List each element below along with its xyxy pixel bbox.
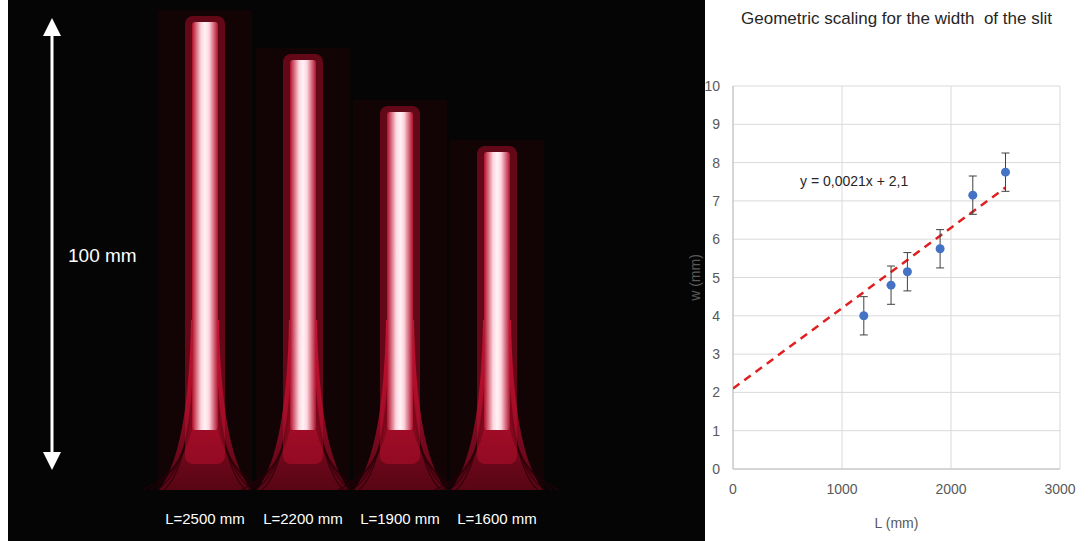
chart-title: Geometric scaling for the width of the s… bbox=[741, 9, 1052, 28]
panel-ground bbox=[353, 100, 447, 490]
beam-core bbox=[290, 60, 316, 430]
panel-ground bbox=[158, 10, 252, 490]
panel-label: L=1600 mm bbox=[457, 510, 537, 527]
error-cap bbox=[903, 252, 911, 253]
arrow-head bbox=[43, 452, 61, 470]
grid-line bbox=[842, 86, 843, 469]
error-bar bbox=[903, 253, 911, 291]
grid-line bbox=[951, 86, 952, 469]
grid-line bbox=[733, 239, 1060, 240]
grid-line bbox=[733, 430, 1060, 431]
photo-panel: L=2200 mm bbox=[241, 48, 365, 527]
y-tick-label: 2 bbox=[712, 384, 720, 400]
beam-glow bbox=[477, 146, 517, 464]
photo-panel: L=1900 mm bbox=[338, 100, 462, 527]
y-axis-title: w (mm) bbox=[687, 254, 703, 302]
data-point bbox=[903, 267, 912, 276]
title-line: Geometric scaling for the width of the s… bbox=[741, 9, 1052, 28]
grid-line bbox=[733, 162, 1060, 163]
x-tick-label: 1000 bbox=[826, 481, 857, 497]
y-tick-label: 0 bbox=[712, 461, 720, 477]
trendline-label: y = 0,0021x + 2,1 bbox=[800, 173, 908, 189]
plot-marks bbox=[733, 153, 1010, 389]
error-bar bbox=[1002, 153, 1010, 191]
error-bar bbox=[969, 176, 977, 214]
panel-ground bbox=[256, 48, 350, 490]
grid-line bbox=[733, 277, 1060, 278]
error-cap bbox=[969, 176, 977, 177]
error-cap bbox=[887, 304, 895, 305]
x-tick-label: 3000 bbox=[1044, 481, 1075, 497]
y-tick-label: 8 bbox=[712, 155, 720, 171]
y-tick-label: 10 bbox=[704, 78, 720, 94]
y-tick-label: 1 bbox=[712, 423, 720, 439]
data-point bbox=[887, 281, 896, 290]
y-tick-label: 3 bbox=[712, 346, 720, 362]
data-point bbox=[936, 244, 945, 253]
data-point bbox=[1001, 168, 1010, 177]
x-axis-title: L (mm) bbox=[875, 515, 919, 531]
error-bar bbox=[887, 266, 895, 304]
error-cap bbox=[860, 334, 868, 335]
grid-line bbox=[733, 86, 1060, 87]
beam-glow bbox=[380, 106, 420, 464]
grid-line bbox=[733, 392, 1060, 393]
photo-panel: L=2500 mm bbox=[143, 10, 267, 527]
y-tick-label: 7 bbox=[712, 193, 720, 209]
grid-line bbox=[733, 315, 1060, 316]
figure: L=2500 mm L=2200 mm L=1900 mm L=1600 mm 100 … bbox=[0, 0, 1091, 541]
panel-label: L=2200 mm bbox=[263, 510, 343, 527]
panel-ground bbox=[450, 140, 544, 490]
error-bar bbox=[936, 230, 944, 268]
error-bar bbox=[860, 297, 868, 335]
error-cap bbox=[1002, 153, 1010, 154]
y-tick-label: 6 bbox=[712, 231, 720, 247]
y-tick-label: 5 bbox=[712, 270, 720, 286]
error-cap bbox=[936, 229, 944, 230]
data-point bbox=[859, 311, 868, 320]
beam-glow bbox=[283, 54, 323, 464]
grid-line bbox=[733, 124, 1060, 125]
trendline bbox=[733, 187, 1006, 388]
x-tick-label: 0 bbox=[729, 481, 737, 497]
beam-core bbox=[192, 22, 218, 430]
beam-core bbox=[387, 112, 413, 430]
grid-line bbox=[1060, 86, 1061, 469]
beam-glow bbox=[185, 16, 225, 464]
photo-panel: L=1600 mm bbox=[435, 140, 559, 527]
panel-label: L=1900 mm bbox=[360, 510, 440, 527]
panel-label: L=2500 mm bbox=[165, 510, 245, 527]
data-point bbox=[968, 191, 977, 200]
grid-line bbox=[733, 86, 734, 469]
error-cap bbox=[903, 290, 911, 291]
x-tick-label: 2000 bbox=[935, 481, 966, 497]
y-tick-label: 9 bbox=[712, 116, 720, 132]
grid-line bbox=[733, 469, 1060, 470]
beam-core bbox=[484, 152, 510, 430]
grid-line bbox=[733, 200, 1060, 201]
error-cap bbox=[1002, 191, 1010, 192]
y-axis bbox=[733, 86, 734, 469]
scale-label: 100 mm bbox=[68, 245, 137, 266]
scale-arrow bbox=[51, 32, 54, 456]
error-cap bbox=[969, 214, 977, 215]
error-cap bbox=[936, 267, 944, 268]
error-cap bbox=[860, 296, 868, 297]
photo-background bbox=[8, 0, 705, 541]
y-tick-label: 4 bbox=[712, 308, 720, 324]
error-cap bbox=[887, 266, 895, 267]
x-axis bbox=[733, 469, 1060, 470]
arrow-head bbox=[43, 18, 61, 36]
